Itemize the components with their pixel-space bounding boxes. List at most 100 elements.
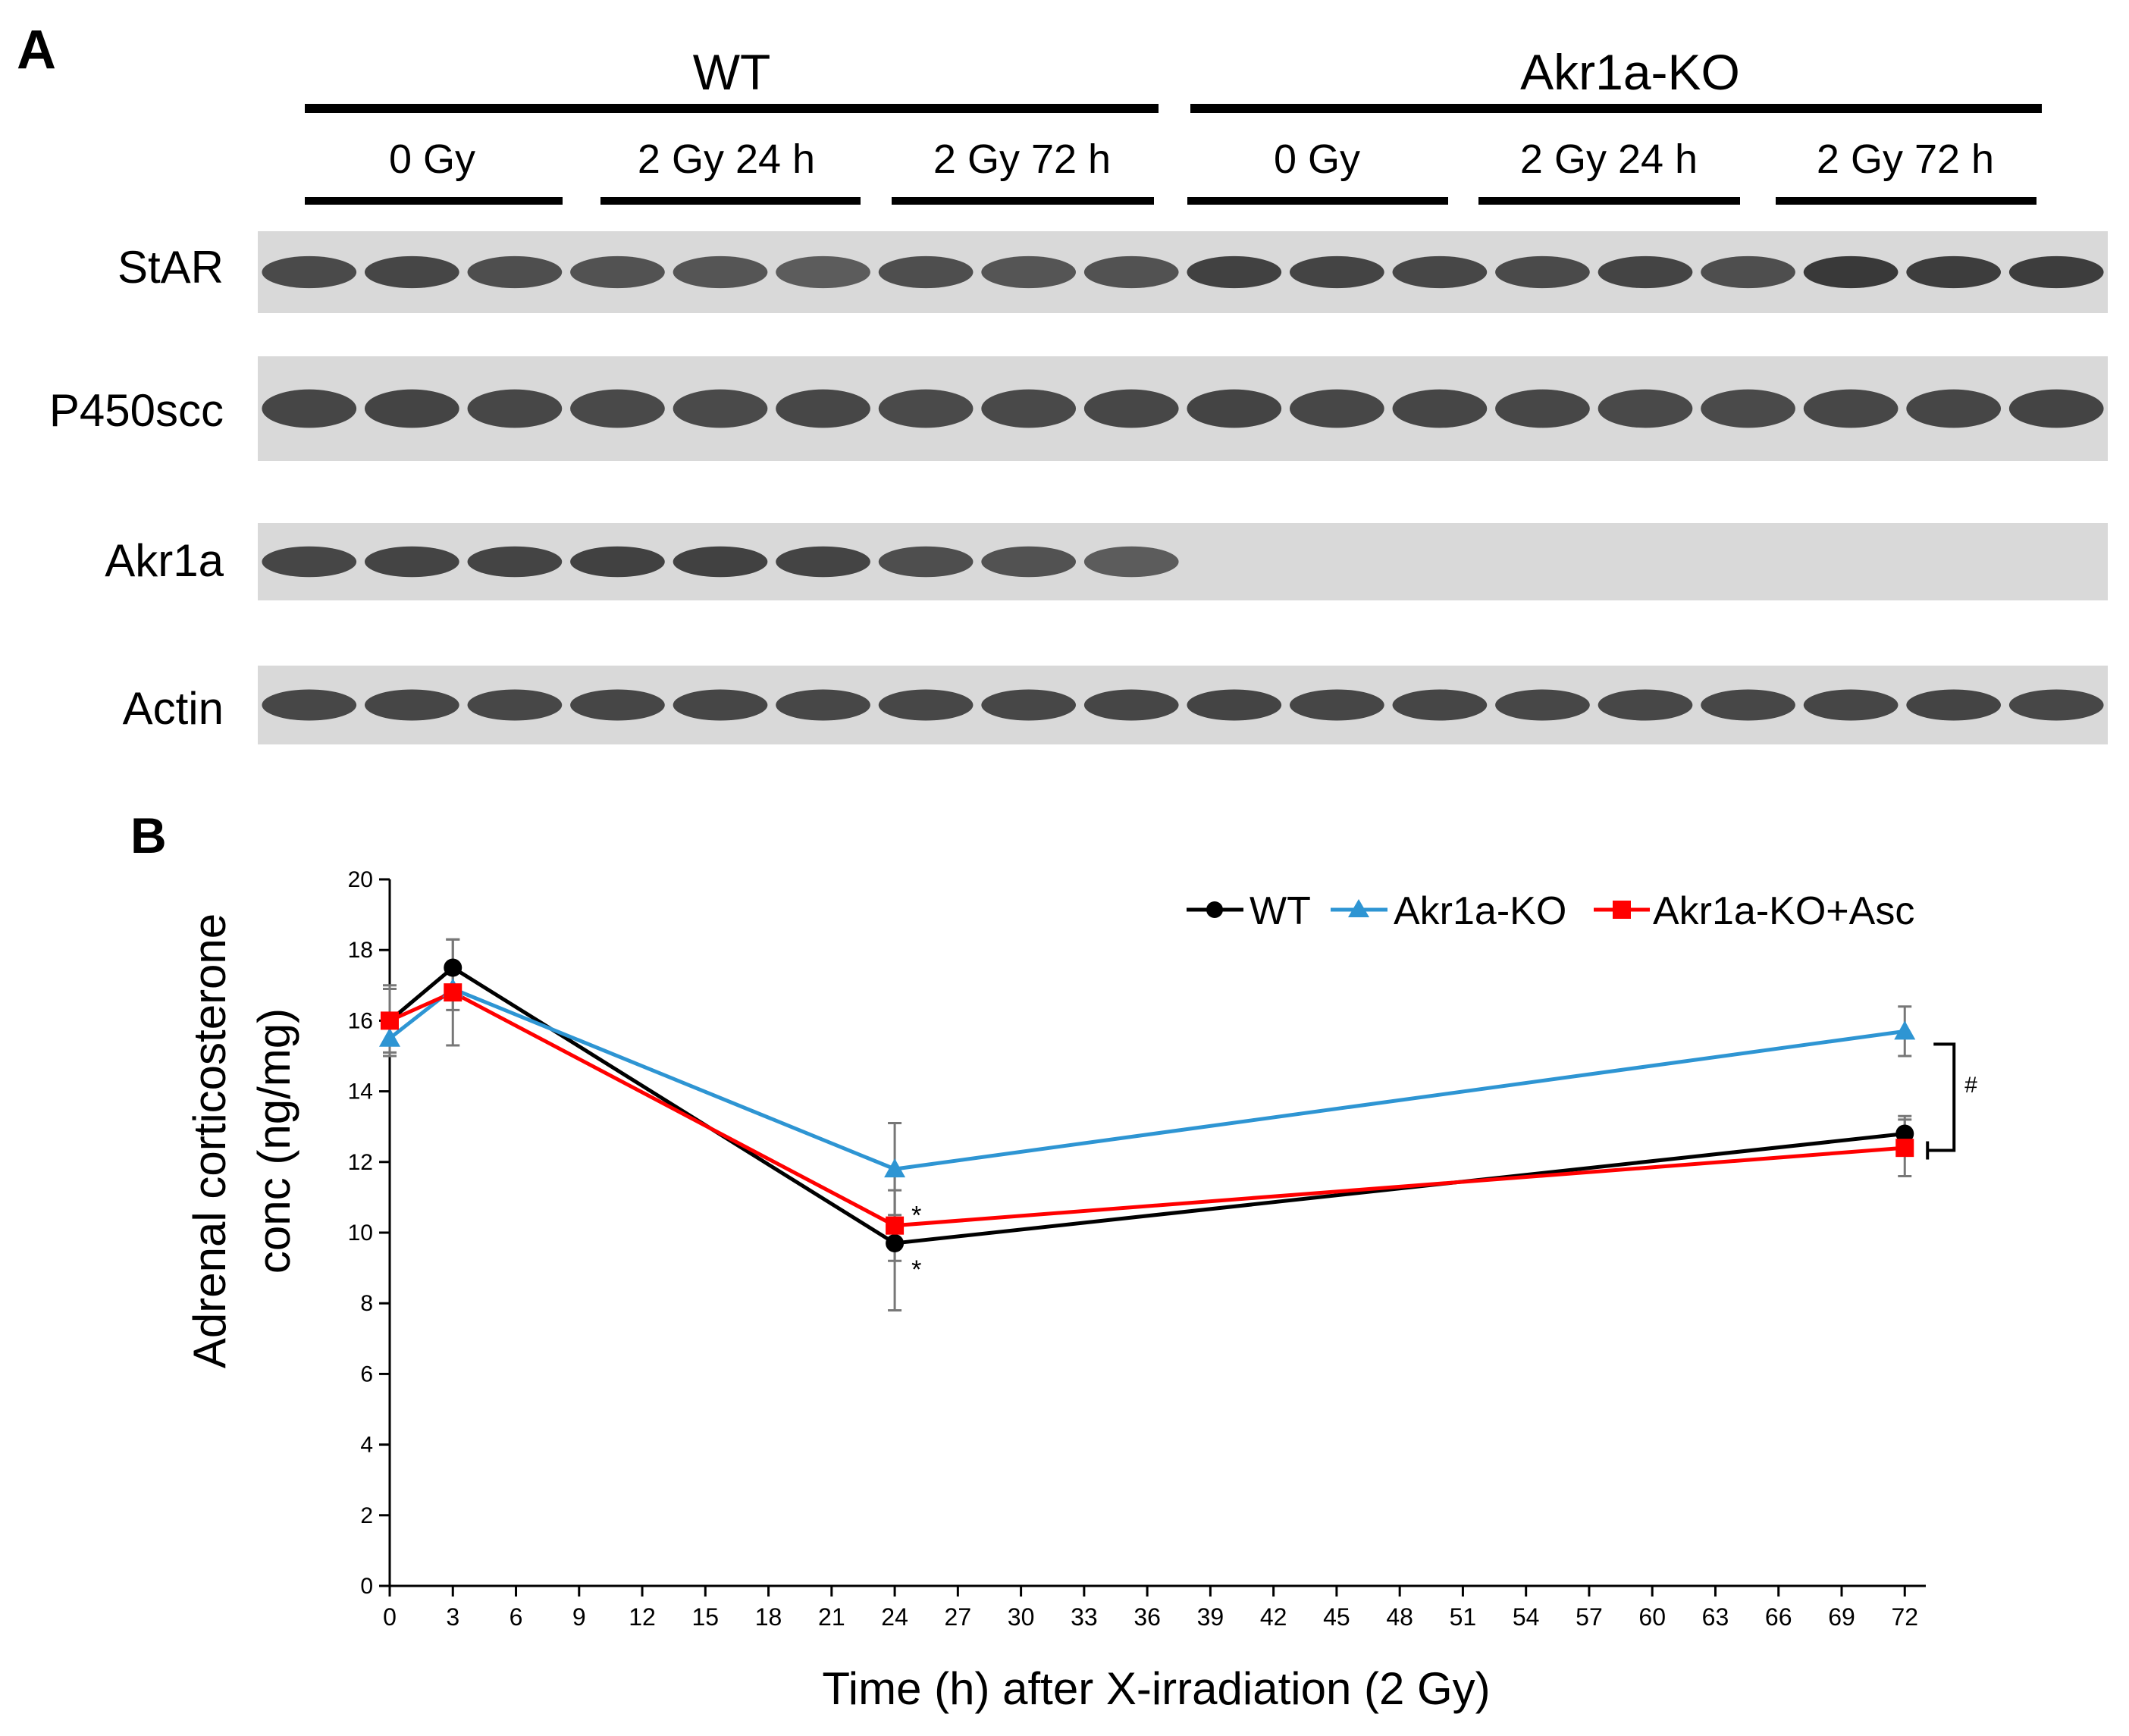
band-star-lane-17 — [1906, 255, 2002, 289]
band-p450scc-lane-12 — [1392, 389, 1488, 428]
band-star-lane-3 — [467, 255, 563, 289]
y-ticks: 0 2 4 6 8 10 12 14 16 18 20 — [348, 867, 390, 1599]
point-wt-72 — [1895, 1124, 1914, 1143]
x-tick-label-27: 27 — [945, 1603, 972, 1631]
significance-star-1: * — [911, 1202, 921, 1230]
x-tick-label-63: 63 — [1702, 1603, 1729, 1631]
band-star-lane-15 — [1701, 255, 1795, 289]
point-akr1a-ko-0 — [379, 1027, 400, 1047]
significance-bracket — [1927, 1042, 1956, 1152]
blot-label-actin: Actin — [123, 683, 224, 734]
x-tick-label-48: 48 — [1386, 1603, 1413, 1631]
condition-label-ko-2gy-24h: 2 Gy 24 h — [1520, 136, 1698, 182]
band-p450scc-lane-7 — [878, 389, 974, 428]
condition-label-ko-2gy-72h: 2 Gy 72 h — [1817, 136, 1994, 182]
legend-marker-akr1a-ko-asc — [1613, 901, 1631, 919]
x-tick-label-6: 6 — [510, 1603, 523, 1631]
x-ticks: 0 3 6 9 12 15 18 21 24 27 30 33 36 39 42 45 48 51 54 57 60 63… — [383, 1586, 1918, 1631]
band-p450scc-lane-1 — [262, 389, 357, 428]
point-akr1a-ko-24 — [884, 1158, 906, 1178]
x-tick-label-15: 15 — [692, 1603, 720, 1631]
band-star-lane-13 — [1495, 255, 1590, 289]
band-p450scc-lane-3 — [467, 389, 563, 428]
band-p450scc-lane-2 — [364, 389, 459, 428]
legend-label-akr1a-ko: Akr1a-KO — [1394, 889, 1566, 933]
legend-marker-akr1a-ko — [1348, 899, 1369, 917]
series-line-akr1a-ko — [388, 986, 1905, 1171]
blot-background-akr1a — [258, 523, 2108, 600]
x-tick-label-39: 39 — [1197, 1603, 1224, 1631]
legend-label-akr1a-ko-asc: Akr1a-KO+Asc — [1653, 889, 1914, 933]
y-tick-label-6: 6 — [360, 1362, 373, 1387]
blot-background-actin — [258, 666, 2108, 744]
condition-label-wt-0gy: 0 Gy — [389, 136, 475, 182]
point-akr1a-ko-asc-3 — [444, 983, 462, 1002]
point-wt-24 — [886, 1233, 905, 1252]
band-actin-lane-6 — [776, 689, 870, 721]
x-tick-label-30: 30 — [1008, 1603, 1035, 1631]
band-p450scc-lane-18 — [2008, 389, 2104, 428]
band-p450scc-lane-13 — [1495, 389, 1590, 428]
band-p450scc-lane-17 — [1906, 389, 2002, 428]
series-lines — [388, 965, 1905, 1246]
x-tick-label-18: 18 — [755, 1603, 782, 1631]
y-tick-label-12: 12 — [348, 1150, 373, 1175]
series-markers — [379, 958, 1916, 1252]
point-akr1a-ko-asc-0 — [381, 1011, 399, 1030]
x-tick-label-57: 57 — [1576, 1603, 1603, 1631]
panel-a: A WT Akr1a-KO 0 Gy 2 Gy 24 h 2 Gy 72 h 0… — [17, 20, 2108, 744]
x-tick-label-24: 24 — [881, 1603, 908, 1631]
band-p450scc-lane-4 — [570, 389, 665, 428]
x-tick-label-9: 9 — [572, 1603, 586, 1631]
band-actin-lane-2 — [364, 689, 459, 721]
y-tick-label-8: 8 — [360, 1291, 373, 1316]
band-actin-lane-13 — [1495, 689, 1590, 721]
band-actin-lane-10 — [1187, 689, 1282, 721]
x-tick-label-12: 12 — [629, 1603, 656, 1631]
band-actin-lane-11 — [1289, 689, 1384, 721]
x-tick-label-51: 51 — [1450, 1603, 1477, 1631]
band-actin-lane-4 — [570, 689, 665, 721]
point-akr1a-ko-asc-24 — [886, 1216, 905, 1235]
x-tick-label-72: 72 — [1891, 1603, 1918, 1631]
panel-b-label: B — [130, 807, 167, 863]
band-star-lane-7 — [878, 255, 974, 289]
x-tick-label-0: 0 — [383, 1603, 397, 1631]
band-akr1a-lane-5 — [673, 546, 768, 578]
x-tick-label-3: 3 — [446, 1603, 459, 1631]
band-star-lane-9 — [1083, 255, 1179, 289]
band-p450scc-lane-10 — [1187, 389, 1282, 428]
y-axis-title-line-2: conc (ng/mg) — [249, 1008, 299, 1274]
y-tick-label-4: 4 — [360, 1433, 373, 1458]
significance-hash: # — [1964, 1073, 1977, 1098]
band-actin-lane-9 — [1083, 689, 1179, 721]
band-p450scc-lane-6 — [776, 389, 870, 428]
band-p450scc-lane-8 — [981, 389, 1077, 428]
band-actin-lane-16 — [1803, 689, 1899, 721]
band-actin-lane-14 — [1598, 689, 1693, 721]
band-actin-lane-15 — [1701, 689, 1795, 721]
band-p450scc-lane-16 — [1803, 389, 1899, 428]
blot-label-p450scc: P450scc — [49, 385, 224, 436]
band-akr1a-lane-6 — [776, 546, 870, 578]
band-star-lane-8 — [981, 255, 1077, 289]
condition-label-ko-0gy: 0 Gy — [1274, 136, 1360, 182]
band-akr1a-lane-3 — [467, 546, 563, 578]
group-label-wt: WT — [693, 44, 771, 100]
y-tick-label-2: 2 — [360, 1503, 373, 1528]
x-tick-label-33: 33 — [1071, 1603, 1098, 1631]
band-star-lane-1 — [262, 255, 357, 289]
x-tick-label-45: 45 — [1323, 1603, 1350, 1631]
band-star-lane-18 — [2008, 255, 2104, 289]
x-tick-label-36: 36 — [1133, 1603, 1161, 1631]
band-akr1a-lane-8 — [981, 546, 1077, 578]
band-actin-lane-3 — [467, 689, 563, 721]
x-tick-label-42: 42 — [1260, 1603, 1287, 1631]
y-tick-label-10: 10 — [348, 1221, 373, 1246]
blot-label-akr1a: Akr1a — [105, 535, 224, 586]
panel-b: B Adrenal corticosterone conc (ng/mg) Ti… — [130, 807, 1977, 1714]
y-tick-label-14: 14 — [348, 1080, 373, 1105]
x-tick-label-69: 69 — [1828, 1603, 1855, 1631]
condition-label-wt-2gy-24h: 2 Gy 24 h — [638, 136, 815, 182]
